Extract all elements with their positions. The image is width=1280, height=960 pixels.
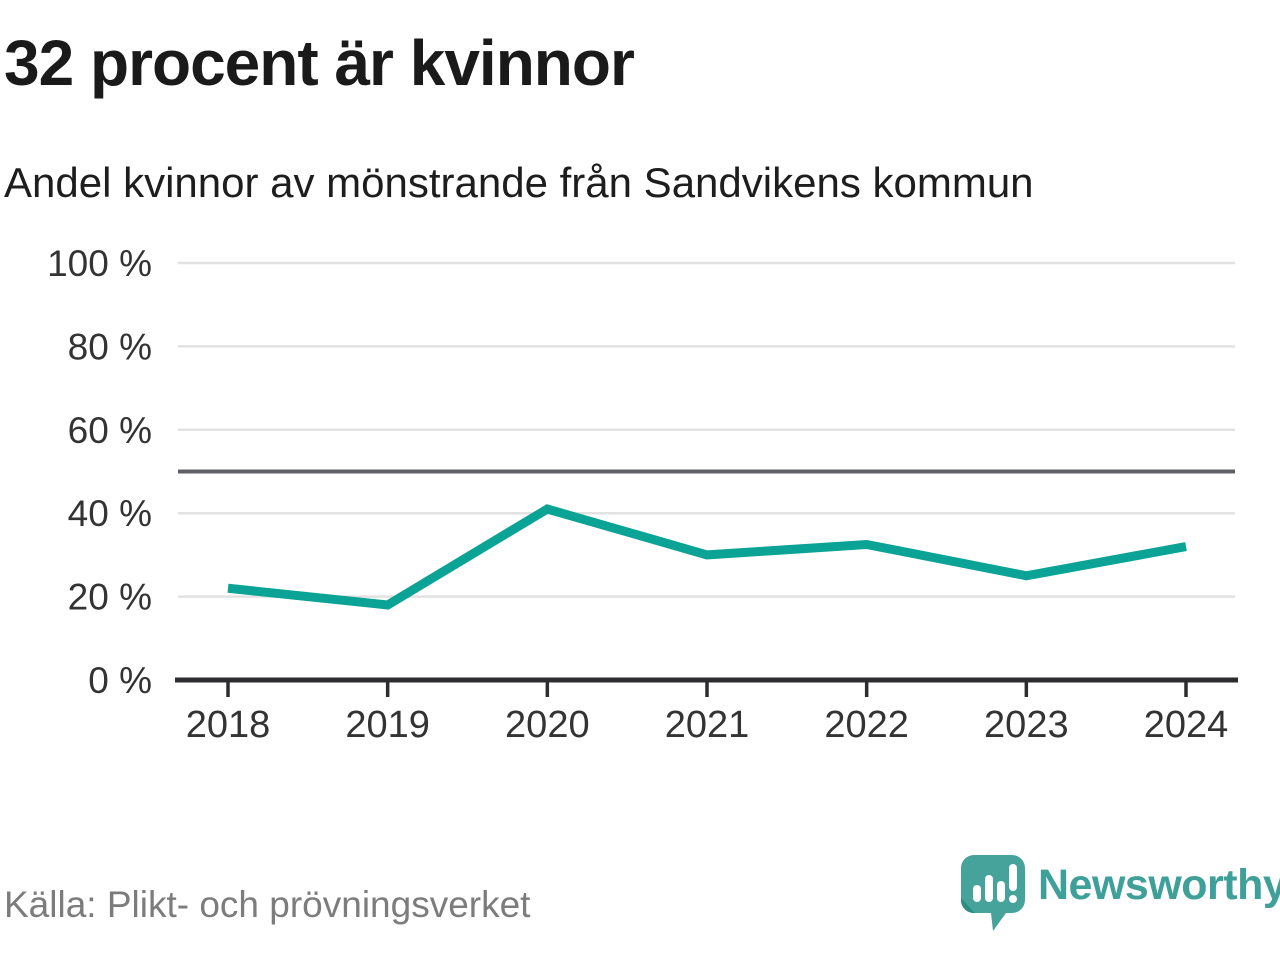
- newsworthy-logo-icon: [961, 855, 1025, 931]
- chart-subtitle: Andel kvinnor av mönstrande från Sandvik…: [4, 159, 1034, 206]
- x-tick-label: 2021: [665, 704, 750, 746]
- chart-title: 32 procent är kvinnor: [4, 27, 635, 99]
- newsworthy-logo: Newsworthy: [960, 854, 1280, 932]
- logo-fold: [961, 898, 975, 913]
- x-tick-label: 2024: [1144, 704, 1229, 746]
- x-tick-label: 2019: [345, 704, 430, 746]
- x-tick-label: 2018: [186, 704, 271, 746]
- logo-bar-tall: [985, 875, 993, 902]
- y-tick-label: 80 %: [68, 326, 152, 367]
- x-tick-label: 2023: [984, 704, 1069, 746]
- y-tick-label: 40 %: [68, 493, 152, 534]
- data-line: [227, 504, 1187, 610]
- x-tick-label: 2020: [505, 704, 590, 746]
- y-tick-label: 100 %: [47, 243, 152, 284]
- logo-bar-short: [973, 885, 981, 902]
- y-tick-label: 20 %: [68, 577, 152, 618]
- logo-bar-medium: [997, 881, 1005, 902]
- y-tick-label: 0 %: [88, 660, 152, 701]
- x-tick-label: 2022: [824, 704, 909, 746]
- logo-exclamation-dot: [1009, 895, 1017, 903]
- y-tick-label: 60 %: [68, 410, 152, 451]
- source-note: Källa: Plikt- och prövningsverket: [4, 884, 531, 925]
- line-chart: 2018 2019 2020 2021 2022 2023 2024 0 % 20 % 40 % 6…: [47, 243, 1238, 746]
- logo-exclamation-bar: [1009, 864, 1017, 891]
- newsworthy-wordmark: Newsworthy: [1038, 861, 1280, 909]
